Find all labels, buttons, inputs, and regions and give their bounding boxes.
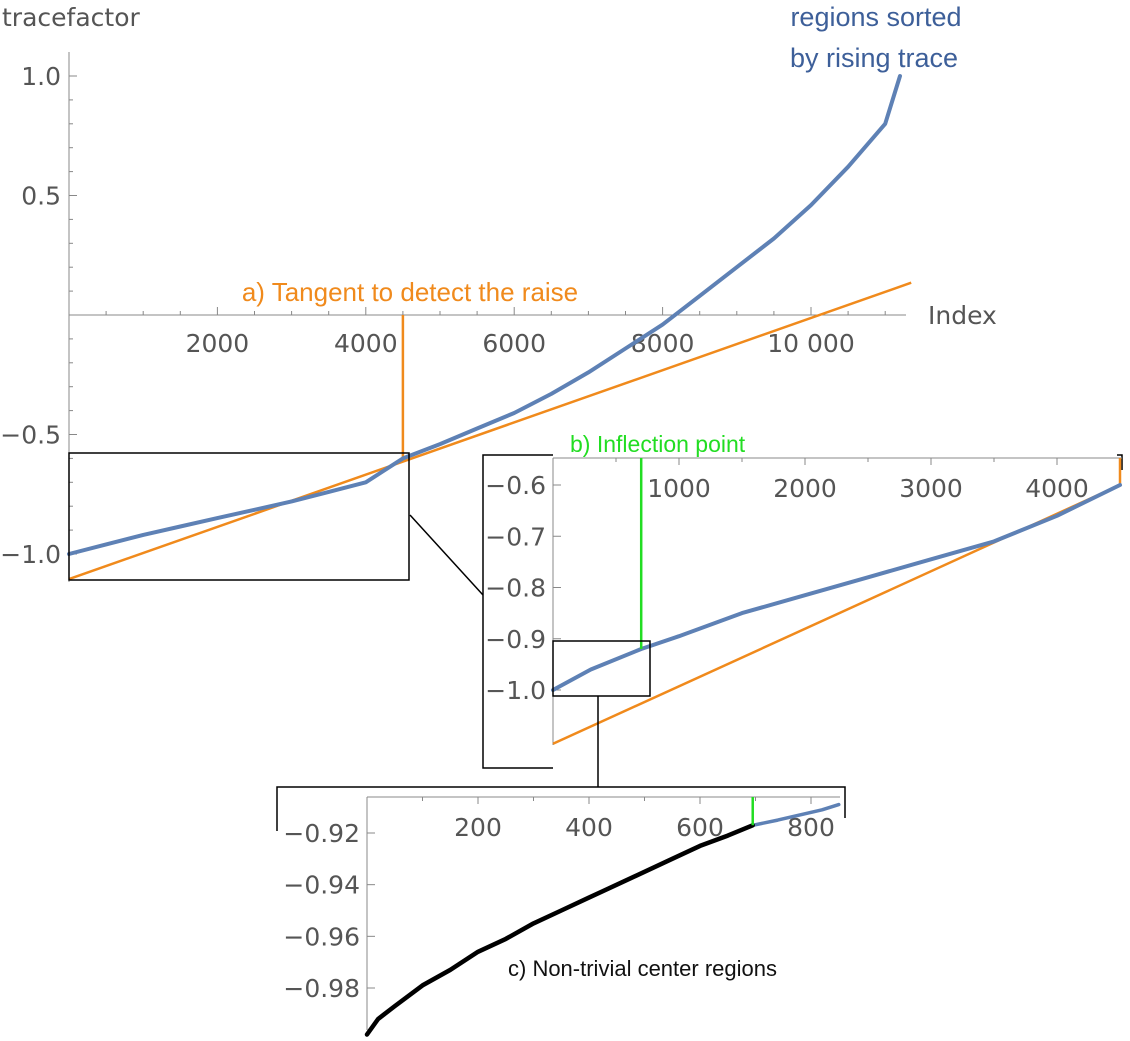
zoom1-y-tick-label: −0.6 (485, 471, 546, 500)
zoom1-y-tick-label: −0.7 (485, 522, 546, 551)
x-tick-label: 4000 (334, 329, 398, 358)
zoom-plot-2: c) Non-trivial center regions 200 400 600 8… (276, 786, 846, 1037)
zoom1-series-line (551, 483, 1122, 692)
zoom2-y-tick-label: −0.96 (283, 922, 360, 951)
zoom1-x-tick-label: 2000 (773, 474, 837, 503)
zoom1-y-tick-label: −0.8 (485, 574, 546, 603)
x-tick-label: 8000 (631, 329, 695, 358)
zoom1-y-tick-label: −0.9 (485, 625, 546, 654)
zoom2-x-tick-label: 200 (454, 813, 502, 842)
zoom-connector-1 (409, 514, 484, 596)
y-tick-label: −0.5 (0, 421, 61, 450)
y-axis-title: tracefactor (2, 3, 140, 32)
x-tick-label: 6000 (482, 329, 546, 358)
zoom2-series-line-rest (750, 802, 841, 828)
x-axis-title: Index (928, 301, 997, 330)
zoom2-y-tick-label: −0.94 (283, 871, 360, 900)
x-tick-label: 10 000 (767, 329, 854, 358)
zoom1-x-tick-label: 3000 (899, 474, 963, 503)
tangent-line (68, 281, 912, 581)
zoom2-y-tick-label: −0.98 (283, 974, 360, 1003)
zoom2-x-tick-label: 800 (787, 813, 835, 842)
y-tick-label: −1.0 (0, 540, 61, 569)
y-tick-label: 1.0 (21, 62, 61, 91)
zoom-box-1 (68, 452, 410, 581)
series-annotation-line2: by rising trace (790, 43, 958, 73)
y-tick-label: 0.5 (21, 182, 61, 211)
x-tick-label: 2000 (186, 329, 250, 358)
zoom2-x-tick-label: 400 (565, 813, 613, 842)
zoom-frame-2 (276, 786, 846, 831)
series-annotation-line1: regions sorted (790, 2, 961, 32)
zoom1-y-tick-label: −1.0 (485, 676, 546, 705)
main-plot: tracefactor Index regions sorted by risi… (0, 2, 997, 596)
zoom-box-2 (552, 640, 651, 697)
tangent-annotation: a) Tangent to detect the raise (242, 277, 578, 307)
series-line-sorted-regions (67, 74, 902, 556)
inflection-annotation: b) Inflection point (570, 431, 746, 457)
zoom2-y-tick-label: −0.92 (283, 819, 360, 848)
zoom1-x-tick-label: 4000 (1025, 474, 1089, 503)
center-regions-line (364, 823, 755, 1037)
zoom-plot-1: b) Inflection point 1000 2000 3000 4000 −0.6… (482, 431, 1123, 787)
zoom-frame-1-left (482, 454, 553, 769)
zoom2-x-tick-label: 600 (676, 813, 724, 842)
zoom1-x-tick-label: 1000 (647, 474, 711, 503)
zoom-frame-1-right (1117, 454, 1123, 470)
center-regions-annotation: c) Non-trivial center regions (508, 956, 777, 981)
